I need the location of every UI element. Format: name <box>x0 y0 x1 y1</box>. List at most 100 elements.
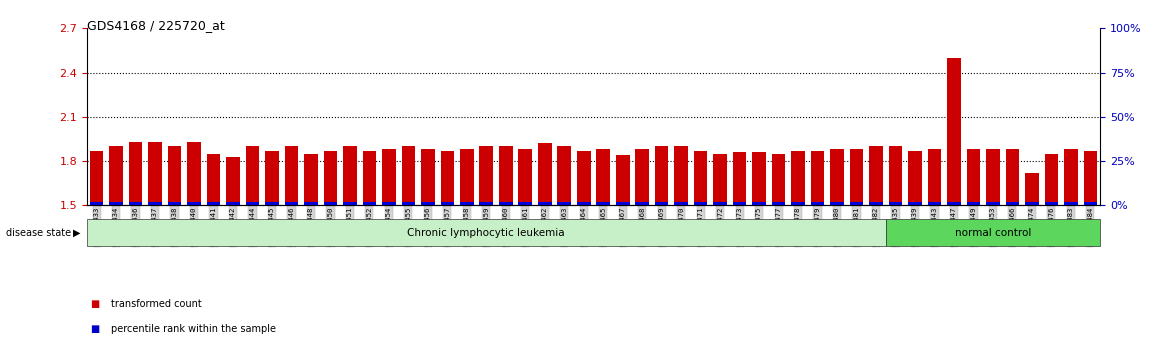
Bar <box>928 149 941 205</box>
Bar <box>811 202 824 205</box>
Bar <box>245 202 259 205</box>
Bar <box>305 202 317 205</box>
Bar <box>305 154 317 205</box>
Bar <box>830 149 844 205</box>
Bar <box>519 149 532 205</box>
Text: ■: ■ <box>90 299 100 309</box>
Bar <box>753 202 765 205</box>
Bar <box>382 149 396 205</box>
Bar <box>226 202 240 205</box>
Bar <box>1064 149 1078 205</box>
Bar <box>168 146 182 205</box>
Bar <box>440 151 454 205</box>
Bar <box>850 149 864 205</box>
Bar <box>206 154 220 205</box>
Bar <box>402 146 416 205</box>
Bar <box>1084 202 1097 205</box>
Bar <box>1025 173 1039 205</box>
Bar <box>596 149 610 205</box>
Bar <box>343 202 357 205</box>
Bar <box>771 154 785 205</box>
Bar <box>674 146 688 205</box>
Bar <box>538 143 551 205</box>
Bar <box>538 202 551 205</box>
Text: normal control: normal control <box>954 228 1031 238</box>
Bar <box>362 202 376 205</box>
Bar <box>908 202 922 205</box>
Bar <box>168 202 182 205</box>
Bar <box>888 146 902 205</box>
Bar <box>1045 202 1058 205</box>
Bar <box>577 202 591 205</box>
Bar <box>226 157 240 205</box>
Bar <box>285 202 299 205</box>
Bar <box>870 146 882 205</box>
Bar <box>850 202 864 205</box>
Bar <box>694 151 708 205</box>
Bar <box>90 151 103 205</box>
Bar <box>90 202 103 205</box>
Bar <box>285 146 299 205</box>
Bar <box>188 142 200 205</box>
Bar <box>343 146 357 205</box>
Bar <box>402 202 416 205</box>
Bar <box>1005 149 1019 205</box>
Bar <box>733 202 747 205</box>
Bar <box>129 202 142 205</box>
Bar <box>636 202 648 205</box>
Bar <box>886 219 1100 246</box>
Bar <box>499 202 513 205</box>
Bar <box>109 202 123 205</box>
Bar <box>382 202 396 205</box>
Text: ■: ■ <box>90 324 100 334</box>
Bar <box>694 202 708 205</box>
Bar <box>616 202 630 205</box>
Bar <box>206 202 220 205</box>
Bar <box>713 154 727 205</box>
Bar <box>636 149 648 205</box>
Bar <box>148 202 162 205</box>
Bar <box>460 149 474 205</box>
Text: Chronic lymphocytic leukemia: Chronic lymphocytic leukemia <box>408 228 565 238</box>
Bar <box>265 151 279 205</box>
Text: ▶: ▶ <box>73 228 80 238</box>
Bar <box>987 202 999 205</box>
Bar <box>362 151 376 205</box>
Bar <box>557 202 571 205</box>
Bar <box>596 202 610 205</box>
Bar <box>967 202 981 205</box>
Bar <box>1045 154 1058 205</box>
Bar <box>499 146 513 205</box>
Bar <box>129 142 142 205</box>
Bar <box>1005 202 1019 205</box>
Bar <box>811 151 824 205</box>
Bar <box>422 149 434 205</box>
Bar <box>616 155 630 205</box>
Bar <box>888 202 902 205</box>
Bar <box>928 202 941 205</box>
Bar <box>440 202 454 205</box>
Bar <box>1084 151 1097 205</box>
Bar <box>830 202 844 205</box>
Bar <box>577 151 591 205</box>
Text: disease state: disease state <box>6 228 71 238</box>
Bar <box>1025 202 1039 205</box>
Bar <box>323 151 337 205</box>
Bar <box>771 202 785 205</box>
Bar <box>460 202 474 205</box>
Bar <box>519 202 532 205</box>
Bar <box>791 202 805 205</box>
Bar <box>967 149 981 205</box>
Text: transformed count: transformed count <box>111 299 201 309</box>
Bar <box>109 146 123 205</box>
Text: GDS4168 / 225720_at: GDS4168 / 225720_at <box>87 19 225 33</box>
Bar <box>479 202 493 205</box>
Bar <box>791 151 805 205</box>
Bar <box>947 58 961 205</box>
Bar <box>908 151 922 205</box>
Bar <box>655 202 668 205</box>
Bar <box>713 202 727 205</box>
Bar <box>987 149 999 205</box>
Bar <box>870 202 882 205</box>
Bar <box>1064 202 1078 205</box>
